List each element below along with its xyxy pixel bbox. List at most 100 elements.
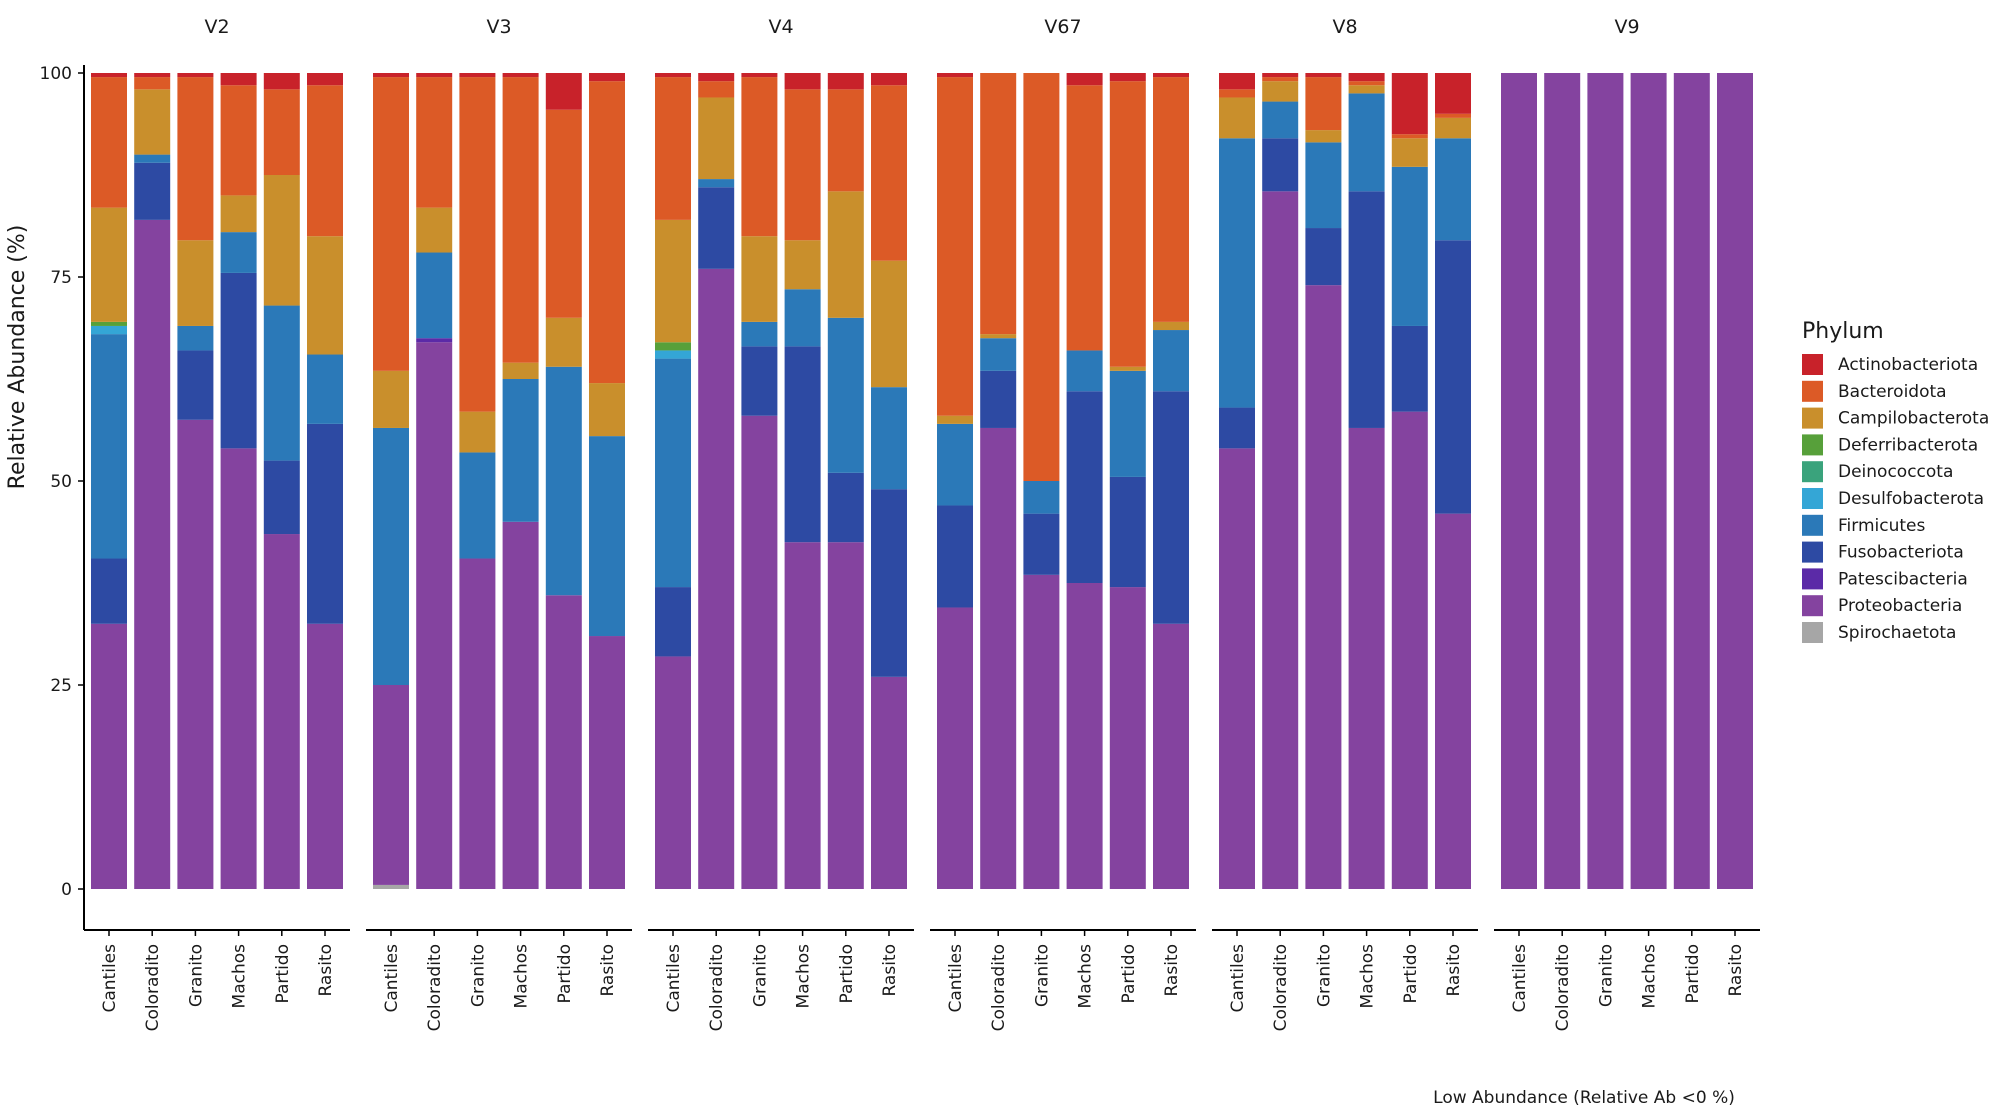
bar-segment-proteobacteria (1153, 623, 1189, 889)
bar-segment-proteobacteria (589, 636, 625, 889)
bar-segment-firmicutes (502, 379, 539, 522)
bar-segment-actinobacteriota (177, 73, 214, 78)
x-tick-label: Cantiles (1510, 944, 1530, 1013)
bar-segment-campilobacterota (91, 207, 127, 322)
bar-segment-proteobacteria (937, 607, 973, 889)
bar-cantiles (91, 73, 127, 889)
x-tick-label: Cantiles (382, 944, 402, 1013)
panel-v2: V2 Cantiles Coloradito Granito Machos Partido… (84, 16, 350, 1031)
panel-title: V3 (486, 16, 511, 38)
bar-segment-campilobacterota (459, 411, 496, 453)
x-tick-label: Cantiles (1228, 944, 1248, 1013)
legend-item-spirochaetota: Spirochaetota (1802, 622, 1956, 643)
bar-segment-proteobacteria (373, 685, 409, 885)
bar-segment-firmicutes (741, 321, 778, 347)
bar-segment-fusobacteriota (741, 346, 778, 416)
bar-segment-firmicutes (1023, 481, 1060, 514)
bar-segment-campilobacterota (589, 383, 625, 437)
bar-segment-actinobacteriota (871, 73, 907, 86)
bar-segment-fusobacteriota (1391, 325, 1428, 412)
bar-segment-fusobacteriota (1219, 407, 1255, 449)
bar-segment-proteobacteria (1305, 285, 1342, 889)
bar-cantiles (373, 73, 409, 889)
bar-segment-bacteroidota (416, 77, 453, 208)
bar-segment-proteobacteria (416, 342, 453, 889)
bar-segment-fusobacteriota (177, 350, 214, 420)
legend-item-campilobacterota: Campilobacterota (1802, 407, 1989, 429)
bar-segment-bacteroidota (1219, 89, 1255, 98)
legend-item-actinobacteriota: Actinobacteriota (1802, 354, 1978, 375)
bar-segment-campilobacterota (1219, 97, 1255, 139)
bar-granito (1023, 73, 1060, 889)
bar-rasito (589, 73, 625, 889)
bar-segment-campilobacterota (220, 195, 257, 233)
legend-label: Deferribacterota (1838, 435, 1978, 455)
x-tick-label: Coloradito (1553, 944, 1573, 1031)
x-tick-label: Machos (1076, 944, 1096, 1009)
bar-segment-patescibacteria (416, 338, 453, 343)
bar-segment-firmicutes (177, 325, 214, 351)
bar-segment-proteobacteria (1066, 583, 1103, 889)
bar-segment-fusobacteriota (871, 489, 907, 677)
legend-label: Fusobacteriota (1838, 543, 1964, 563)
bar-segment-campilobacterota (307, 236, 343, 355)
bar-segment-firmicutes (698, 179, 735, 188)
bar-segment-bacteroidota (545, 109, 582, 318)
bar-segment-fusobacteriota (134, 162, 171, 220)
bar-segment-proteobacteria (980, 427, 1017, 889)
bar-segment-firmicutes (307, 354, 343, 424)
legend-item-deinococcota: Deinococcota (1802, 461, 1953, 483)
bar-segment-fusobacteriota (263, 460, 300, 535)
bar-segment-bacteroidota (1109, 81, 1146, 367)
legend-label: Proteobacteria (1838, 596, 1962, 616)
bar-segment-campilobacterota (980, 334, 1017, 339)
panel-v4: V4 Cantiles Coloradito Granito Machos Partido… (648, 16, 914, 1031)
x-tick-label: Granito (1032, 944, 1052, 1007)
legend-swatch (1802, 488, 1823, 509)
bar-segment-bacteroidota (741, 77, 778, 237)
bar-segment-campilobacterota (741, 236, 778, 322)
bar-cantiles (655, 73, 691, 889)
bar-segment-fusobacteriota (1023, 513, 1060, 575)
bar-segment-bacteroidota (1023, 73, 1060, 481)
bar-segment-firmicutes (1305, 142, 1342, 229)
bar-segment-actinobacteriota (784, 73, 821, 90)
x-tick-label: Granito (1596, 944, 1616, 1007)
bar-segment-campilobacterota (655, 219, 691, 343)
bar-partido (263, 73, 300, 889)
bar-segment-campilobacterota (416, 207, 453, 253)
bar-machos (1066, 73, 1103, 889)
bar-segment-firmicutes (827, 317, 864, 473)
x-tick-label: Coloradito (989, 944, 1009, 1031)
bar-segment-campilobacterota (502, 362, 539, 379)
bar-rasito (1435, 73, 1471, 889)
bar-segment-proteobacteria (177, 419, 214, 889)
bar-segment-proteobacteria (91, 623, 127, 889)
legend-item-deferribacterota: Deferribacterota (1802, 434, 1978, 456)
bar-segment-bacteroidota (1066, 85, 1103, 351)
bar-segment-fusobacteriota (307, 423, 343, 624)
bar-segment-campilobacterota (263, 175, 300, 306)
bar-segment-campilobacterota (1348, 85, 1385, 94)
bar-segment-actinobacteriota (589, 73, 625, 82)
bar-segment-campilobacterota (698, 97, 735, 180)
bar-segment-campilobacterota (1153, 321, 1189, 331)
bar-segment-proteobacteria (871, 676, 907, 889)
x-tick-label: Machos (1358, 944, 1378, 1009)
bar-cantiles (937, 73, 973, 889)
bar-segment-proteobacteria (1219, 448, 1255, 889)
bar-segment-fusobacteriota (1153, 391, 1189, 624)
bar-segment-actinobacteriota (459, 73, 496, 78)
x-tick-label: Granito (186, 944, 206, 1007)
x-tick-label: Partido (1683, 944, 1703, 1003)
x-tick-label: Granito (468, 944, 488, 1007)
bar-segment-firmicutes (416, 252, 453, 339)
bar-segment-actinobacteriota (655, 73, 691, 78)
bar-segment-campilobacterota (1391, 138, 1428, 167)
bar-rasito (871, 73, 907, 889)
bar-granito (741, 73, 778, 889)
y-tick-label: 25 (50, 676, 72, 696)
bar-granito (177, 73, 214, 889)
bar-segment-bacteroidota (655, 77, 691, 220)
bar-segment-proteobacteria (1673, 73, 1710, 889)
